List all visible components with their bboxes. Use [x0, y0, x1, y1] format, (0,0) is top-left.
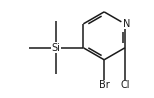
Text: Cl: Cl: [120, 80, 130, 90]
Text: Si: Si: [52, 43, 61, 53]
Text: N: N: [123, 19, 130, 29]
Text: Br: Br: [99, 80, 109, 90]
